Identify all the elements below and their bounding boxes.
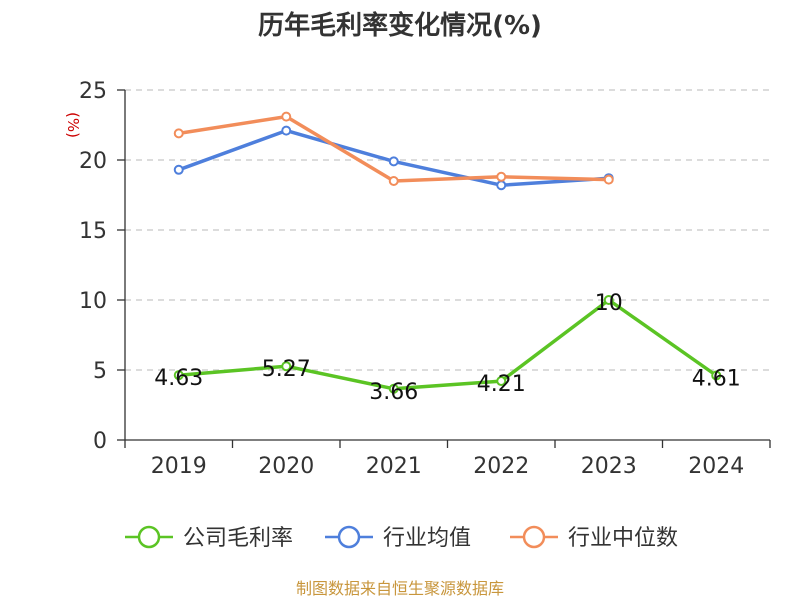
gridlines [125, 89, 770, 371]
x-tick-label: 2019 [151, 454, 207, 479]
data-point [281, 125, 292, 136]
legend-label: 行业中位数 [568, 526, 678, 551]
series-2 [173, 111, 614, 186]
data-point [496, 180, 507, 191]
data-point [603, 295, 614, 305]
y-tick-label: 20 [79, 149, 107, 174]
legend[interactable]: 公司毛利率 行业均值 行业中位数 [125, 525, 678, 551]
x-tick-label: 2024 [688, 454, 744, 479]
chart-title: 历年毛利率变化情况(%) [258, 10, 542, 41]
data-label: 4.61 [692, 366, 741, 391]
data-point [281, 361, 292, 372]
series-line [177, 114, 611, 183]
data-point [173, 370, 184, 381]
data-label: 4.21 [477, 372, 526, 397]
data-point [388, 176, 399, 186]
y-tick-label: 10 [79, 289, 107, 314]
data-point [711, 370, 722, 381]
x-tick-label: 2020 [258, 454, 314, 479]
x-tick-label: 2023 [581, 454, 637, 479]
data-label: 10 [595, 291, 623, 316]
data-label: 4.63 [154, 366, 203, 391]
data-label: 3.66 [369, 380, 418, 405]
data-point [388, 156, 399, 167]
x-tick-label: 2021 [366, 454, 422, 479]
legend-marker [522, 525, 546, 549]
legend-item[interactable]: 公司毛利率 [125, 525, 293, 551]
series-layer [173, 111, 722, 394]
y-axis-unit: (%) [64, 112, 82, 138]
series-0 [173, 295, 722, 394]
source-note: 制图数据来自恒生聚源数据库 [296, 579, 504, 598]
legend-label: 公司毛利率 [183, 526, 293, 551]
y-tick-label: 0 [93, 429, 107, 454]
axes: 0 5 10 15 20 25 2019 2020 2021 2022 2023 2024 [79, 79, 771, 479]
data-point [603, 174, 614, 185]
data-point [496, 171, 507, 182]
legend-marker [337, 525, 361, 549]
legend-label: 行业均值 [383, 526, 471, 551]
x-tick-label: 2022 [473, 454, 529, 479]
data-point [281, 111, 292, 122]
data-point [173, 128, 184, 139]
data-point [496, 376, 507, 387]
y-tick-label: 25 [79, 79, 107, 104]
y-tick-label: 15 [79, 219, 107, 244]
legend-marker [137, 525, 161, 549]
data-label: 5.27 [262, 357, 311, 382]
y-tick-label: 5 [93, 359, 107, 384]
legend-item[interactable]: 行业中位数 [510, 525, 678, 551]
series-line [177, 298, 719, 391]
data-point [388, 383, 399, 394]
data-labels: 4.63 5.27 3.66 4.21 10 4.61 [154, 291, 740, 405]
legend-item[interactable]: 行业均值 [325, 525, 471, 551]
data-point [173, 164, 184, 175]
